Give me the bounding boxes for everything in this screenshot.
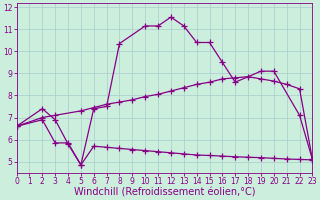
X-axis label: Windchill (Refroidissement éolien,°C): Windchill (Refroidissement éolien,°C) [74,187,255,197]
